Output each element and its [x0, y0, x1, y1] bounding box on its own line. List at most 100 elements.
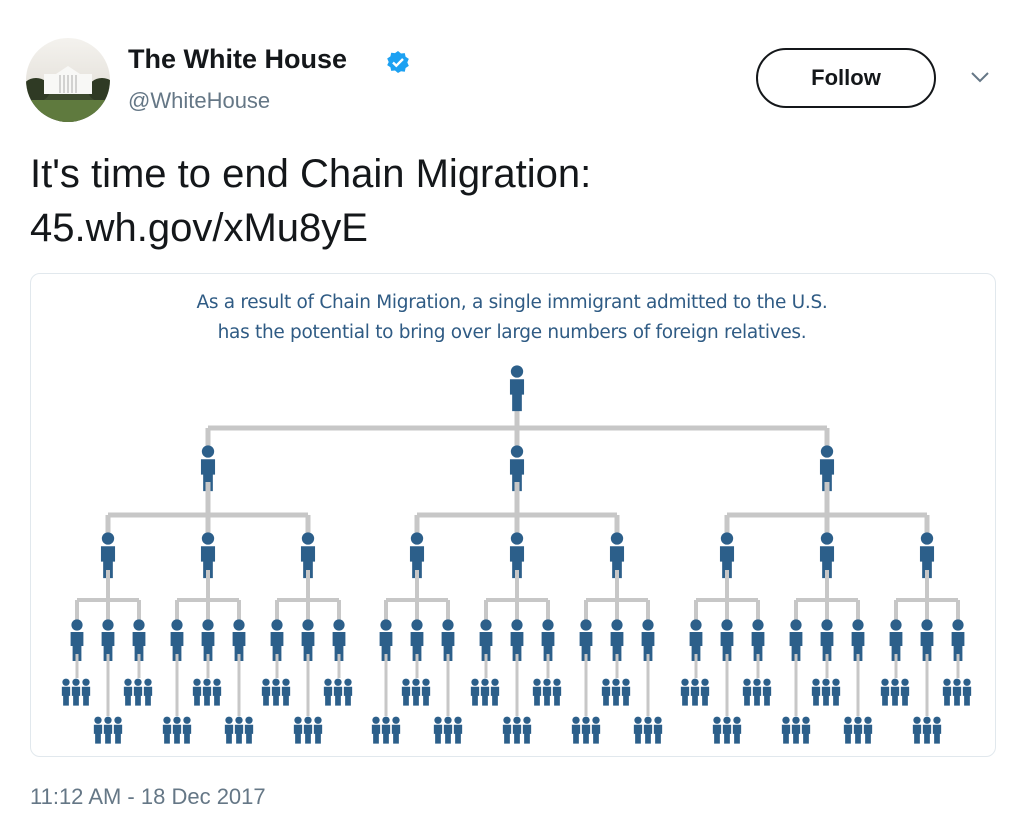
follow-button[interactable]: Follow [756, 48, 936, 108]
person-icon [751, 632, 765, 661]
person-icon [332, 632, 346, 661]
person-icon [720, 632, 734, 661]
person-icon [281, 686, 291, 706]
person-icon [853, 724, 863, 744]
avatar[interactable] [26, 38, 110, 122]
person-icon [162, 724, 172, 744]
person-icon [201, 445, 215, 458]
person-icon [409, 546, 425, 579]
person-icon [863, 724, 873, 744]
person-icon [411, 619, 423, 631]
person-icon [272, 678, 280, 686]
person-icon [379, 632, 393, 661]
person-icon [381, 724, 391, 744]
person-icon [802, 716, 810, 724]
person-icon [811, 686, 821, 706]
person-icon [172, 724, 182, 744]
person-icon [323, 686, 333, 706]
person-icon [301, 532, 315, 545]
person-icon [421, 686, 431, 706]
person-icon [391, 724, 401, 744]
image-card[interactable] [30, 273, 996, 757]
person-icon [124, 678, 132, 686]
person-icon [851, 632, 865, 661]
display-name[interactable]: The White House [128, 44, 348, 74]
person-icon [213, 678, 221, 686]
person-icon [454, 716, 462, 724]
person-icon [762, 686, 772, 706]
person-icon [610, 532, 624, 545]
person-icon [491, 678, 499, 686]
handle[interactable]: @WhiteHouse [128, 88, 271, 113]
person-icon [742, 686, 752, 706]
person-icon [722, 724, 732, 744]
person-icon [822, 678, 830, 686]
person-icon [201, 532, 215, 545]
person-icon [790, 619, 802, 631]
person-icon [233, 619, 245, 631]
person-icon [513, 716, 521, 724]
person-icon [324, 678, 332, 686]
person-icon [782, 716, 790, 724]
person-icon [601, 686, 611, 706]
person-icon [719, 546, 735, 579]
person-icon [654, 716, 662, 724]
person-icon [333, 686, 343, 706]
person-icon [101, 532, 115, 545]
person-icon [572, 716, 580, 724]
timestamp[interactable]: 11:12 AM - 18 Dec 2017 [30, 784, 266, 809]
person-icon [852, 619, 864, 631]
person-icon [843, 724, 853, 744]
more-chevron[interactable] [970, 70, 990, 84]
person-icon [103, 724, 113, 744]
verified-badge [387, 51, 409, 73]
person-icon [763, 678, 771, 686]
person-icon [579, 632, 593, 661]
person-icon [143, 686, 153, 706]
person-icon [880, 686, 890, 706]
person-icon [481, 678, 489, 686]
tweet-link[interactable]: 45.wh.gov/xMu8yE [30, 206, 368, 250]
person-icon [510, 365, 524, 378]
person-icon [942, 686, 952, 706]
person-icon [621, 686, 631, 706]
person-icon [444, 716, 452, 724]
person-icon [723, 716, 731, 724]
person-icon [821, 619, 833, 631]
person-icon [343, 686, 353, 706]
person-icon [543, 678, 551, 686]
person-icon [442, 619, 454, 631]
person-icon [680, 686, 690, 706]
person-icon [293, 724, 303, 744]
person-icon [101, 632, 115, 661]
person-icon [270, 632, 284, 661]
person-icon [781, 724, 791, 744]
person-icon [94, 716, 102, 724]
person-icon [532, 686, 542, 706]
person-icon [61, 686, 71, 706]
person-icon [920, 632, 934, 661]
person-icon [891, 678, 899, 686]
person-icon [62, 678, 70, 686]
person-icon [123, 686, 133, 706]
person-icon [611, 686, 621, 706]
person-icon [183, 716, 191, 724]
person-icon [82, 678, 90, 686]
person-icon [912, 724, 922, 744]
person-icon [224, 724, 234, 744]
person-icon [690, 619, 702, 631]
person-icon [282, 678, 290, 686]
person-icon [952, 619, 964, 631]
person-icon [300, 546, 316, 579]
person-icon [643, 724, 653, 744]
person-icon [591, 724, 601, 744]
person-icon [922, 724, 932, 744]
person-icon [819, 459, 835, 492]
person-icon [791, 724, 801, 744]
person-icon [552, 686, 562, 706]
person-icon [271, 619, 283, 631]
person-icon [203, 678, 211, 686]
person-icon [133, 619, 145, 631]
person-icon [881, 678, 889, 686]
